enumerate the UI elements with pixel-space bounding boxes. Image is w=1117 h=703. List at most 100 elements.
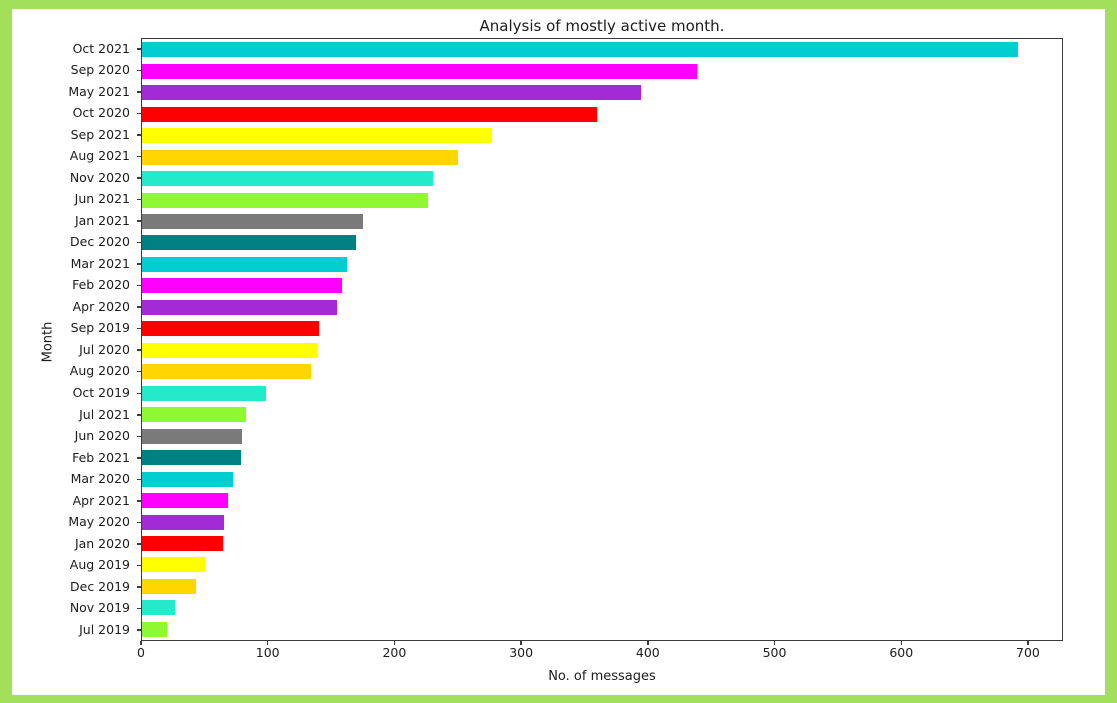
- y-tick-mark: [137, 48, 141, 50]
- y-tick-label: Jun 2021: [74, 191, 130, 207]
- bar: [142, 600, 175, 616]
- y-tick-label: Mar 2020: [70, 471, 130, 487]
- y-tick-label: Nov 2019: [69, 600, 130, 616]
- y-tick-row: Sep 2021: [12, 124, 141, 146]
- bar-row: [142, 447, 1062, 468]
- bar-row: [142, 576, 1062, 597]
- y-tick-label: Sep 2019: [70, 320, 130, 336]
- bar: [142, 171, 433, 187]
- bar: [142, 278, 342, 294]
- bar-row: [142, 318, 1062, 339]
- y-tick-mark: [137, 564, 141, 567]
- bar-row: [142, 60, 1062, 81]
- bar-row: [142, 597, 1062, 618]
- y-tick-row: May 2020: [12, 512, 141, 534]
- chart-title: Analysis of mostly active month.: [479, 17, 725, 35]
- y-tick-row: Oct 2021: [12, 38, 141, 60]
- y-tick-label: Nov 2020: [69, 169, 130, 185]
- y-axis-tick-labels: Oct 2021 Sep 2020 May 2021 Oct 2020 Sep 2021…: [12, 38, 141, 641]
- bar: [142, 128, 493, 144]
- y-tick-label: Jan 2020: [74, 535, 130, 551]
- y-tick-label: Jun 2020: [74, 428, 130, 444]
- x-tick-mark: [1027, 641, 1029, 645]
- bar: [142, 536, 223, 552]
- bar-row: [142, 232, 1062, 253]
- x-tick-label: 100: [255, 645, 280, 660]
- y-tick-mark: [137, 543, 141, 545]
- bar: [142, 42, 1019, 58]
- y-tick-mark: [137, 435, 141, 438]
- y-tick-mark: [137, 349, 141, 351]
- y-tick-row: Nov 2020: [12, 167, 141, 189]
- y-tick-mark: [137, 220, 141, 222]
- bar: [142, 299, 337, 315]
- y-tick-label: Feb 2021: [72, 449, 130, 465]
- y-tick-row: Jun 2021: [12, 189, 141, 211]
- y-tick-row: Jan 2020: [12, 533, 141, 555]
- y-tick-label: Aug 2020: [69, 363, 130, 379]
- bar-row: [142, 383, 1062, 404]
- y-tick-mark: [137, 177, 141, 179]
- bar: [142, 235, 356, 251]
- bar-row: [142, 425, 1062, 446]
- x-tick-label: 200: [382, 645, 407, 660]
- bar-row: [142, 468, 1062, 489]
- x-tick-label: 300: [509, 645, 534, 660]
- y-tick-mark: [137, 392, 141, 395]
- y-tick-mark: [137, 586, 141, 588]
- y-tick-row: Jan 2021: [12, 210, 141, 232]
- y-tick-row: Oct 2020: [12, 103, 141, 125]
- y-tick-row: Mar 2021: [12, 253, 141, 275]
- y-tick-row: May 2021: [12, 81, 141, 103]
- bar: [142, 493, 228, 509]
- y-tick-row: Oct 2019: [12, 383, 141, 405]
- y-tick-mark: [137, 414, 141, 416]
- bar: [142, 557, 206, 573]
- y-tick-row: Feb 2021: [12, 447, 141, 469]
- bar-row: [142, 554, 1062, 575]
- x-axis-ticks: 0 100 200 300 400 500 600 700: [137, 641, 1063, 667]
- y-tick-row: Sep 2019: [12, 318, 141, 340]
- bar: [142, 578, 197, 594]
- y-tick-mark: [137, 241, 141, 244]
- y-tick-label: Jan 2021: [74, 212, 130, 228]
- y-tick-mark: [137, 306, 141, 308]
- bar: [142, 514, 225, 530]
- y-tick-mark: [137, 478, 141, 481]
- bar-row: [142, 511, 1062, 532]
- y-tick-mark: [137, 500, 141, 502]
- y-tick-row: Apr 2021: [12, 490, 141, 512]
- x-tick-mark: [266, 641, 269, 645]
- y-tick-mark: [137, 198, 141, 201]
- y-tick-mark: [137, 607, 141, 610]
- y-tick-label: Mar 2021: [70, 255, 130, 271]
- bar-row: [142, 490, 1062, 511]
- bar-row: [142, 168, 1062, 189]
- y-tick-mark: [137, 134, 141, 136]
- y-tick-row: Aug 2019: [12, 555, 141, 577]
- bar-row: [142, 619, 1062, 640]
- y-tick-label: May 2021: [68, 83, 130, 99]
- y-tick-row: Jun 2020: [12, 426, 141, 448]
- y-tick-label: May 2020: [68, 514, 130, 530]
- y-tick-mark: [137, 155, 141, 158]
- bar-row: [142, 82, 1062, 103]
- bar: [142, 407, 246, 423]
- y-tick-label: Oct 2021: [72, 40, 130, 56]
- y-tick-label: Jul 2021: [79, 406, 130, 422]
- bar: [142, 385, 266, 401]
- plot-area: [141, 38, 1063, 641]
- y-tick-row: Aug 2021: [12, 146, 141, 168]
- y-tick-mark: [137, 370, 141, 373]
- y-tick-mark: [137, 112, 141, 115]
- y-tick-label: Apr 2021: [72, 492, 130, 508]
- bar: [142, 192, 428, 208]
- y-tick-label: Apr 2020: [72, 298, 130, 314]
- bar-row: [142, 103, 1062, 124]
- y-tick-label: Aug 2021: [69, 148, 130, 164]
- y-tick-row: Sep 2020: [12, 60, 141, 82]
- bar-row: [142, 146, 1062, 167]
- bar: [142, 450, 241, 466]
- y-tick-label: Oct 2019: [72, 385, 130, 401]
- y-tick-row: Aug 2020: [12, 361, 141, 383]
